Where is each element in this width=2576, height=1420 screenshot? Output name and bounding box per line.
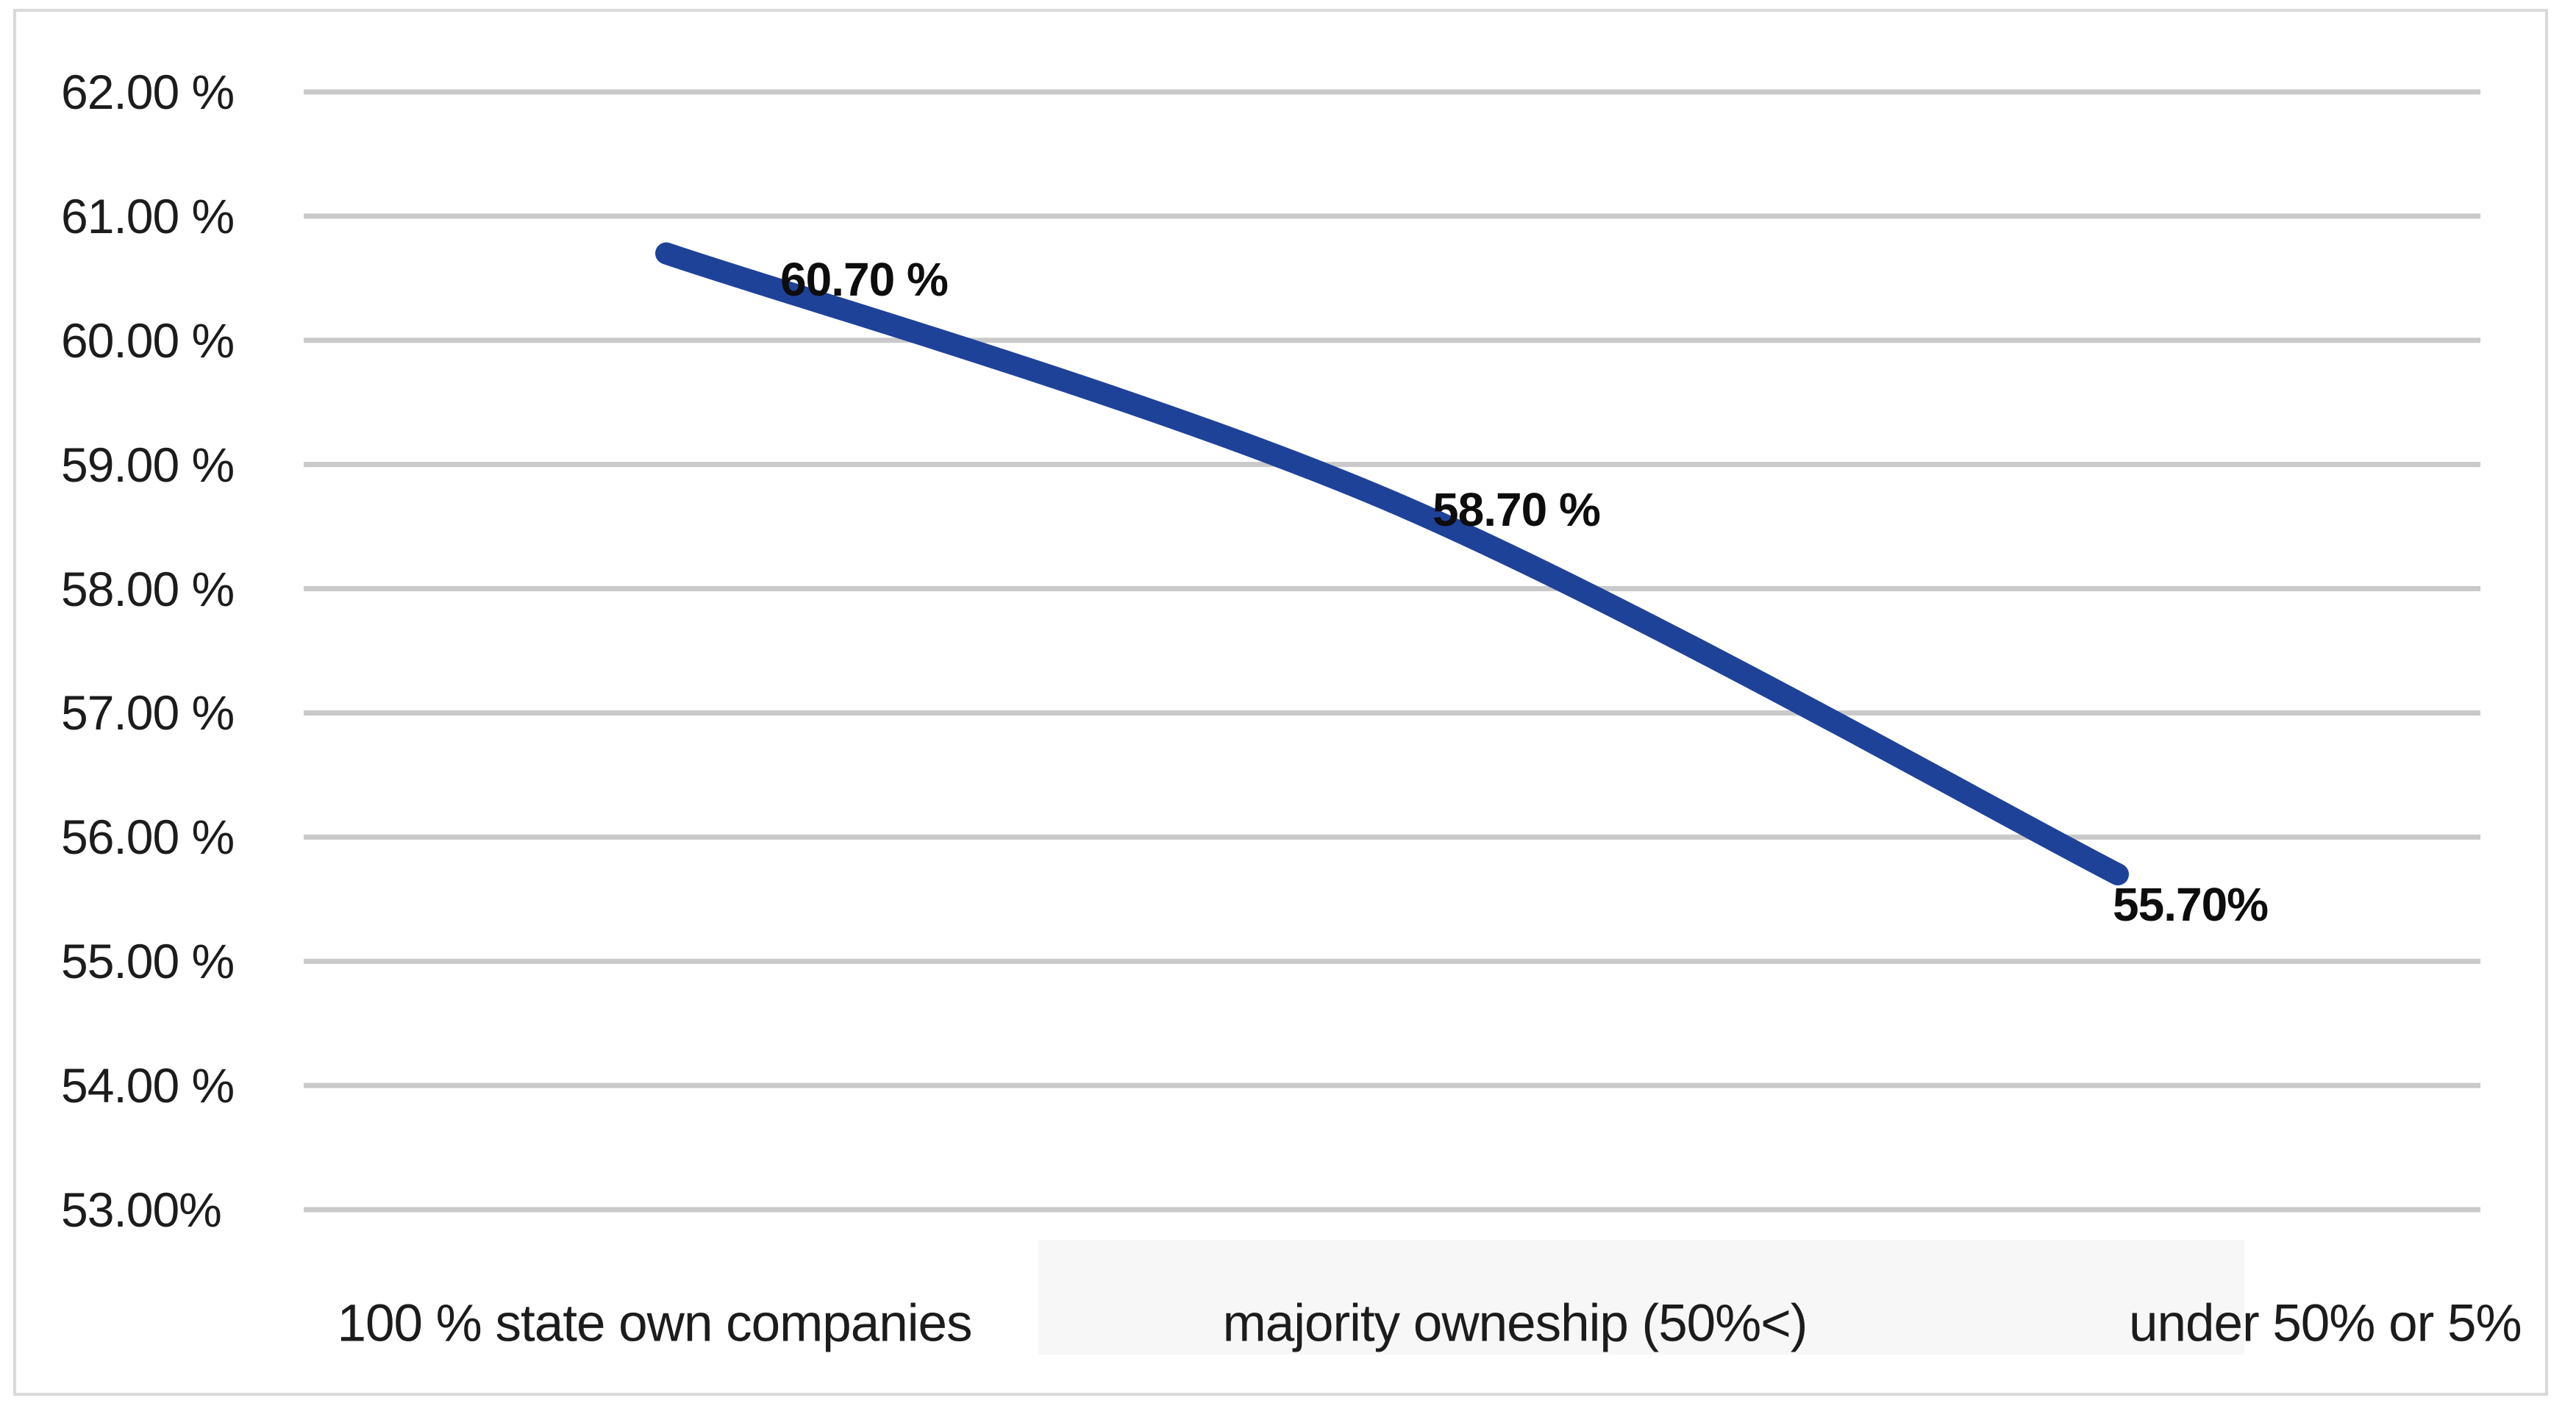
series-line [655, 242, 2129, 885]
y-axis-tick-label: 60.00 % [61, 313, 235, 368]
x-axis-category-label: majority owneship (50%<) [1222, 1294, 1808, 1353]
data-point-label: 55.70% [2113, 878, 2269, 931]
x-axis-category-label: 100 % state own companies [337, 1294, 972, 1353]
chart-border [13, 9, 2548, 1396]
y-axis-tick-label: 59.00 % [61, 437, 235, 492]
y-axis-tick-label: 56.00 % [61, 810, 235, 865]
y-axis-tick-label: 57.00 % [61, 685, 235, 741]
y-axis-tick-label: 54.00 % [61, 1058, 235, 1113]
y-axis-tick-label: 58.00 % [61, 561, 235, 616]
x-axis-category-label: under 50% or 5% [2129, 1294, 2522, 1353]
y-axis-tick-label: 62.00 % [61, 65, 235, 119]
y-axis-tick-label: 53.00% [61, 1182, 222, 1237]
data-point-label: 60.70 % [780, 252, 949, 306]
y-axis-tick-label: 55.00 % [61, 934, 235, 989]
data-point-label: 58.70 % [1433, 483, 1601, 537]
y-axis-tick-label: 61.00 % [61, 188, 235, 243]
label-highlight-band [1038, 1240, 2244, 1355]
